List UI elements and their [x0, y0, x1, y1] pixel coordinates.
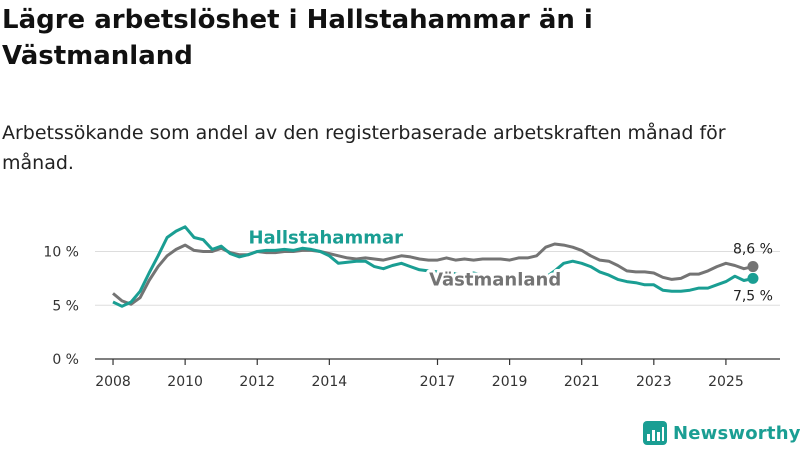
series-end-dot — [747, 272, 759, 284]
series-name-label: Västmanland — [429, 269, 561, 290]
x-tick-label: 2014 — [312, 374, 348, 390]
series-name-label: Hallstahammar — [248, 228, 403, 249]
x-tick-label: 2019 — [492, 374, 528, 390]
brand-name: Newsworthy — [673, 422, 800, 444]
series-line-vastmanland — [112, 242, 754, 306]
x-tick-label: 2023 — [636, 374, 672, 390]
chart-title: Lägre arbetslöshet i Hallstahammar än i … — [2, 5, 593, 71]
series-end-label: 8,6 % — [733, 242, 773, 258]
y-tick-label: 10 % — [43, 245, 79, 261]
newsworthy-logo-icon — [643, 421, 667, 445]
chart-subtitle: Arbetssökande som andel av den registerb… — [2, 122, 726, 174]
x-tick-label: 2021 — [564, 374, 600, 390]
series-line-hallstahammar — [112, 225, 754, 308]
x-tick-label: 2017 — [420, 374, 456, 390]
x-tick-label: 2010 — [167, 374, 203, 390]
x-tick-label: 2025 — [708, 374, 744, 390]
y-tick-label: 0 % — [52, 352, 79, 368]
series-end-dot — [747, 261, 759, 273]
brand-logo[interactable]: Newsworthy — [643, 420, 800, 446]
x-tick-label: 2012 — [239, 374, 275, 390]
y-tick-label: 5 % — [52, 298, 79, 314]
x-tick-label: 2008 — [95, 374, 131, 390]
series-end-label: 7,5 % — [733, 288, 773, 304]
